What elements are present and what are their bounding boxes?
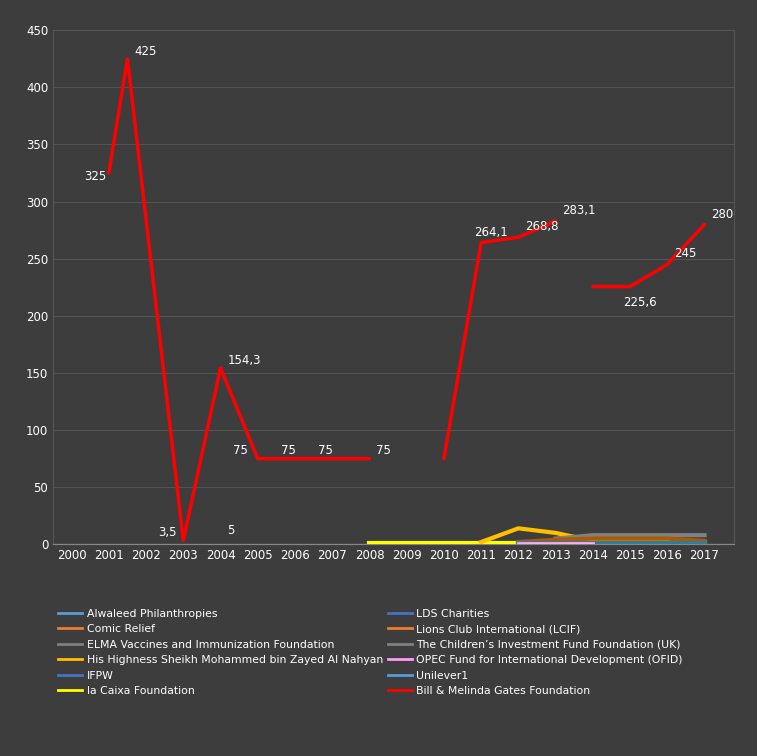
Text: 245: 245 — [674, 247, 696, 261]
Text: 5: 5 — [227, 525, 235, 538]
Text: 280: 280 — [712, 207, 734, 221]
Text: 283,1: 283,1 — [562, 204, 596, 217]
Text: 425: 425 — [135, 45, 157, 57]
Legend: Alwaleed Philanthropies, Comic Relief, ELMA Vaccines and Immunization Foundation: Alwaleed Philanthropies, Comic Relief, E… — [58, 609, 683, 696]
Text: 3,5: 3,5 — [158, 526, 177, 539]
Text: 75: 75 — [376, 445, 391, 457]
Text: 325: 325 — [84, 170, 106, 183]
Text: 75: 75 — [281, 445, 296, 457]
Text: 268,8: 268,8 — [525, 220, 559, 234]
Text: 154,3: 154,3 — [227, 354, 261, 367]
Text: 75: 75 — [232, 445, 248, 457]
Text: 225,6: 225,6 — [623, 296, 657, 309]
Text: 75: 75 — [319, 445, 333, 457]
Text: 264,1: 264,1 — [474, 226, 508, 239]
